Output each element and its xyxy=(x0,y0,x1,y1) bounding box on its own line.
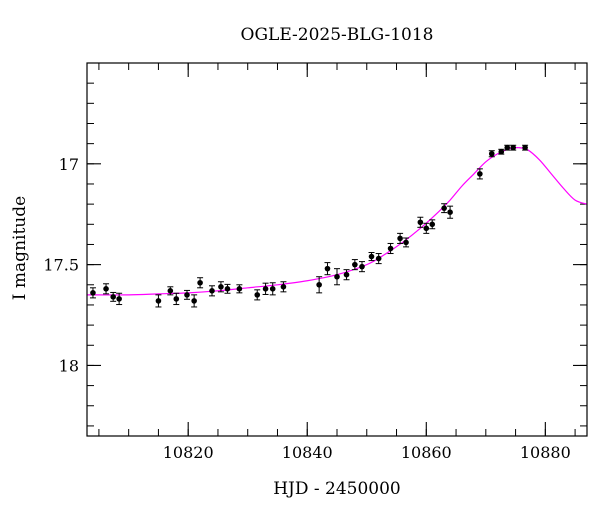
data-marker xyxy=(209,288,215,294)
data-point xyxy=(110,291,117,302)
data-marker xyxy=(103,286,109,292)
data-marker xyxy=(387,245,394,252)
data-marker xyxy=(218,284,224,290)
data-point xyxy=(504,144,511,151)
data-marker xyxy=(316,281,322,288)
chart-title: OGLE-2025-BLG-1018 xyxy=(241,25,434,45)
plot-frame xyxy=(86,62,588,437)
x-axis-label: HJD - 2450000 xyxy=(273,479,401,499)
data-marker xyxy=(423,225,430,232)
data-point xyxy=(343,269,350,281)
data-point xyxy=(334,268,340,286)
data-point xyxy=(184,289,190,300)
data-point xyxy=(429,219,436,230)
data-point xyxy=(89,287,96,299)
data-marker xyxy=(429,221,436,228)
data-point xyxy=(280,281,287,293)
data-marker xyxy=(510,144,516,151)
data-marker xyxy=(116,296,122,302)
data-point xyxy=(403,237,410,248)
data-point xyxy=(498,148,505,155)
data-marker xyxy=(197,279,203,286)
data-marker xyxy=(236,286,243,292)
data-point xyxy=(262,282,269,295)
data-marker xyxy=(488,150,495,157)
x-tick-label: 10820 xyxy=(163,443,214,462)
data-marker xyxy=(173,296,180,302)
data-point xyxy=(441,203,448,214)
data-point xyxy=(476,168,483,180)
data-marker xyxy=(262,286,269,292)
data-marker xyxy=(441,205,447,211)
data-marker xyxy=(447,209,453,215)
data-marker xyxy=(184,292,190,298)
data-marker xyxy=(403,239,409,246)
x-tick-label: 10880 xyxy=(520,443,571,462)
data-marker xyxy=(375,255,382,262)
x-tick-label: 10860 xyxy=(401,443,452,462)
data-marker xyxy=(477,171,483,177)
data-point xyxy=(173,292,180,306)
y-tick-label: 17 xyxy=(59,155,79,174)
data-point xyxy=(224,283,231,294)
data-marker xyxy=(110,294,116,300)
data-point xyxy=(155,294,162,308)
data-point xyxy=(387,242,394,255)
data-point xyxy=(254,289,261,301)
data-marker xyxy=(334,273,340,280)
data-marker xyxy=(417,219,424,226)
data-point xyxy=(103,283,110,295)
data-point xyxy=(197,277,204,289)
data-marker xyxy=(155,298,162,304)
data-point xyxy=(191,294,198,308)
data-marker xyxy=(498,148,505,155)
data-point xyxy=(447,205,454,219)
data-point xyxy=(167,286,174,296)
y-tick-label: 18 xyxy=(59,356,79,375)
data-point xyxy=(217,281,224,293)
data-marker xyxy=(191,298,197,304)
data-point xyxy=(510,144,517,151)
data-points xyxy=(89,144,529,308)
data-marker xyxy=(280,284,287,290)
data-point xyxy=(522,144,529,151)
data-marker xyxy=(352,261,358,268)
data-point xyxy=(397,232,404,244)
data-marker xyxy=(167,288,174,294)
data-marker xyxy=(359,263,365,270)
data-point xyxy=(269,282,276,296)
y-tick-label: 17.5 xyxy=(43,256,79,275)
data-point xyxy=(116,292,123,306)
data-point xyxy=(316,276,323,294)
major-ticks xyxy=(87,63,587,436)
data-marker xyxy=(324,265,331,272)
data-point xyxy=(423,222,430,234)
data-point xyxy=(209,285,215,297)
data-point xyxy=(359,261,365,273)
data-marker xyxy=(368,253,375,260)
data-marker xyxy=(397,235,403,242)
data-marker xyxy=(254,292,261,298)
data-marker xyxy=(504,144,511,151)
data-marker xyxy=(522,144,528,151)
data-marker xyxy=(224,286,231,292)
data-point xyxy=(375,253,382,265)
data-point xyxy=(417,216,424,228)
data-marker xyxy=(90,290,96,296)
data-point xyxy=(368,252,375,262)
data-marker xyxy=(343,271,350,278)
data-point xyxy=(351,259,358,271)
tick-labels: 10820 10840 10860 10880 17 17.5 18 xyxy=(43,155,570,462)
data-marker xyxy=(269,286,276,292)
data-point xyxy=(488,150,495,158)
data-point xyxy=(324,262,331,276)
x-tick-label: 10840 xyxy=(282,443,333,462)
data-point xyxy=(236,284,243,294)
minor-ticks xyxy=(87,62,587,436)
y-axis-label: I magnitude xyxy=(10,196,30,300)
